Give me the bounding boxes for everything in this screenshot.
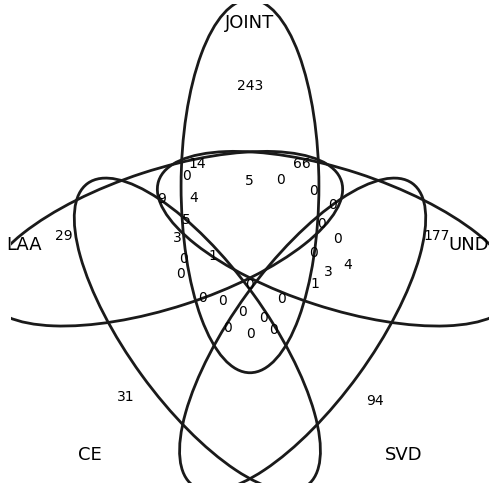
Text: 0: 0 [318, 217, 326, 231]
Text: 4: 4 [189, 190, 198, 205]
Text: 94: 94 [366, 394, 384, 409]
Text: 0: 0 [309, 184, 318, 198]
Text: 14: 14 [188, 157, 206, 171]
Text: 3: 3 [173, 231, 182, 245]
Text: 29: 29 [54, 229, 72, 243]
Text: 0: 0 [276, 173, 285, 187]
Text: UND: UND [448, 236, 490, 254]
Text: 5: 5 [244, 174, 254, 188]
Text: 0: 0 [277, 292, 286, 306]
Text: 31: 31 [116, 390, 134, 404]
Text: 66: 66 [293, 157, 310, 171]
Text: 0: 0 [180, 252, 188, 266]
Text: 0: 0 [182, 169, 191, 184]
Text: 0: 0 [238, 305, 246, 319]
Text: 1: 1 [310, 277, 320, 291]
Text: 0: 0 [246, 327, 256, 341]
Text: 9: 9 [158, 192, 166, 206]
Text: 5: 5 [182, 212, 190, 226]
Text: 243: 243 [237, 78, 263, 93]
Text: 0: 0 [270, 323, 278, 337]
Text: CE: CE [78, 446, 102, 464]
Text: 177: 177 [424, 229, 450, 243]
Text: 1: 1 [208, 249, 217, 263]
Text: 0: 0 [176, 267, 184, 281]
Text: 0: 0 [328, 198, 336, 212]
Text: 0: 0 [309, 246, 318, 260]
Text: 4: 4 [344, 258, 352, 272]
Text: 0: 0 [332, 232, 342, 246]
Text: SVD: SVD [384, 446, 422, 464]
Text: 0: 0 [224, 321, 232, 335]
Text: JOINT: JOINT [226, 14, 274, 32]
Text: 0: 0 [259, 311, 268, 325]
Text: LAA: LAA [6, 236, 42, 254]
Text: 0: 0 [244, 278, 254, 292]
Text: 0: 0 [198, 291, 206, 305]
Text: 0: 0 [218, 294, 226, 308]
Text: 3: 3 [324, 265, 333, 279]
